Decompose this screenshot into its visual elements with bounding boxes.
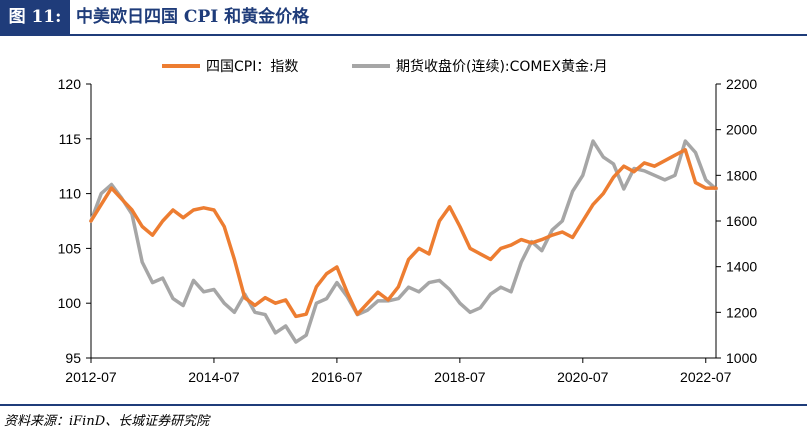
line-chart: 95 100 105 110 115 120 1000 1200 1400 1600 1800 200… — [58, 58, 758, 385]
source-rule — [0, 404, 807, 406]
y-left-tick-label: 95 — [65, 350, 81, 366]
y-right-tick-label: 1200 — [726, 304, 757, 320]
figure-header: 图 11: 中美欧日四国 CPI 和黄金价格 — [0, 0, 807, 36]
y-right-tick-label: 1400 — [726, 259, 757, 275]
x-tick-label: 2012-07 — [65, 369, 117, 385]
y-left-tick-label: 110 — [59, 186, 82, 202]
x-tick-label: 2014-07 — [188, 369, 240, 385]
x-tick-label: 2018-07 — [434, 369, 486, 385]
header-rule — [0, 34, 807, 36]
series-line-gold — [89, 139, 718, 344]
figure-title: 中美欧日四国 CPI 和黄金价格 — [76, 7, 310, 27]
source-note: 资料来源：iFinD、长城证券研究院 — [4, 414, 210, 429]
legend-item-gold-label: 期货收盘价(连续):COMEX黄金:月 — [396, 58, 608, 75]
y-left-tick-label: 120 — [58, 76, 82, 92]
series-line-cpi — [89, 148, 718, 319]
x-tick-label: 2016-07 — [311, 369, 363, 385]
y-right-tick-label: 1000 — [726, 350, 757, 366]
y-left-tick-label: 105 — [58, 240, 82, 256]
figure-label: 图 11: — [0, 0, 70, 34]
x-tick-label: 2020-07 — [557, 369, 609, 385]
y-left-tick-label: 115 — [59, 131, 82, 147]
x-tick-label: 2022-07 — [680, 369, 732, 385]
legend-item-cpi-label: 四国CPI：指数 — [206, 59, 298, 75]
y-right-tick-label: 1600 — [726, 213, 757, 229]
y-right-tick-label: 1800 — [726, 167, 757, 183]
y-right-tick-label: 2000 — [726, 122, 757, 138]
y-right-tick-label: 2200 — [726, 76, 757, 92]
y-left-tick-label: 100 — [58, 295, 82, 311]
